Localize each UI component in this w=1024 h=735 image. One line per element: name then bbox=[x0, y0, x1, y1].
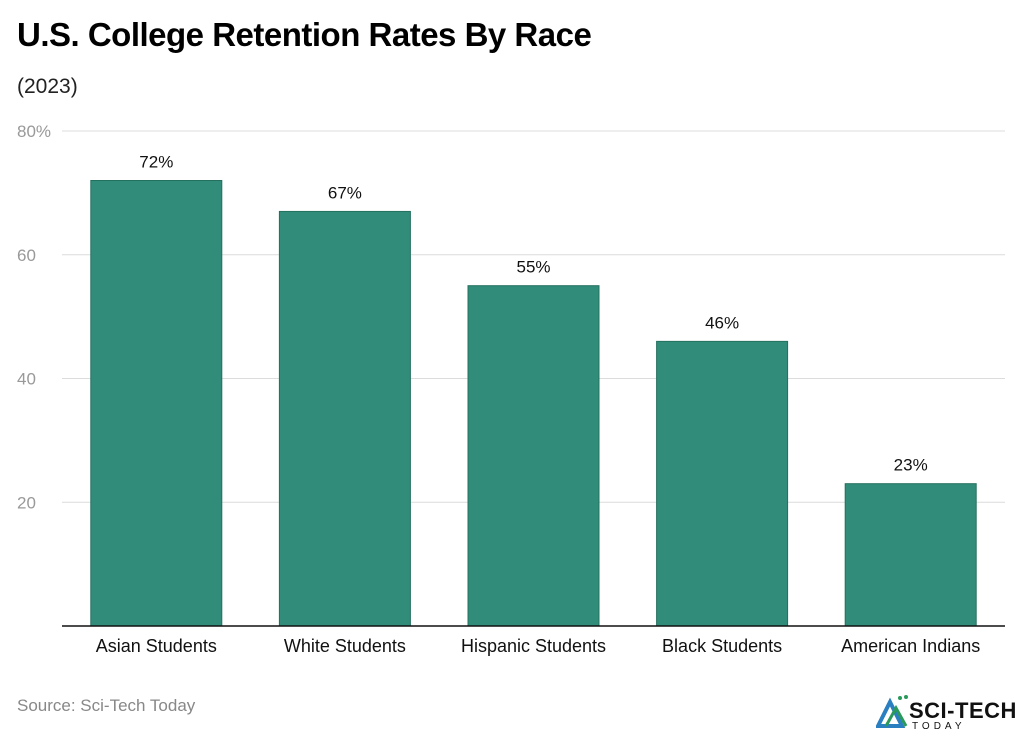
y-tick-label: 40 bbox=[17, 370, 36, 389]
bar bbox=[656, 340, 789, 627]
chart-subtitle: (2023) bbox=[17, 75, 78, 98]
data-label: 46% bbox=[705, 313, 739, 332]
bar bbox=[467, 285, 600, 627]
x-tick-label: Hispanic Students bbox=[461, 636, 606, 656]
data-label: 55% bbox=[516, 258, 550, 277]
x-tick-label: Asian Students bbox=[96, 636, 217, 656]
x-tick-label: American Indians bbox=[841, 636, 980, 656]
data-label: 23% bbox=[894, 456, 928, 475]
x-tick-label: White Students bbox=[284, 636, 406, 656]
bar bbox=[844, 483, 977, 627]
y-tick-label: 60 bbox=[17, 246, 36, 265]
source-note: Source: Sci-Tech Today bbox=[17, 696, 196, 715]
sci-tech-logo: SCI-TECH TODAY bbox=[874, 692, 1021, 735]
data-label: 72% bbox=[139, 153, 173, 172]
bar bbox=[278, 210, 411, 627]
data-label: 67% bbox=[328, 183, 362, 202]
svg-text:TODAY: TODAY bbox=[912, 721, 966, 730]
bar bbox=[90, 180, 223, 627]
y-tick-label: 20 bbox=[17, 493, 36, 512]
y-tick-label: 80% bbox=[17, 122, 51, 141]
svg-text:SCI-TECH: SCI-TECH bbox=[909, 698, 1017, 723]
x-tick-label: Black Students bbox=[662, 636, 782, 656]
chart-title: U.S. College Retention Rates By Race bbox=[17, 16, 592, 53]
